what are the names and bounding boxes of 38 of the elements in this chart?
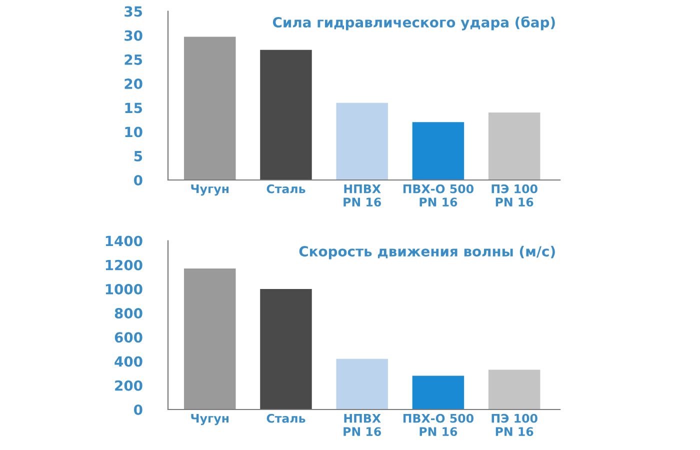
y-tick-label: 15 bbox=[125, 102, 142, 114]
x-tick-label: Сталь bbox=[266, 414, 306, 423]
y-tick-label: 1400 bbox=[106, 236, 142, 246]
x-tick-label: ПВХ-О 500 PN 16 bbox=[403, 414, 474, 436]
y-tick-label: 1000 bbox=[106, 284, 142, 294]
y-tick-label: 600 bbox=[114, 332, 142, 343]
bar bbox=[260, 50, 312, 180]
chart-title: Сила гидравлического удара (бар) bbox=[272, 16, 555, 30]
y-tick-label: 800 bbox=[114, 308, 142, 319]
x-tick-label: ПЭ 100 PN 16 bbox=[492, 184, 538, 207]
x-tick-label: Чугун bbox=[191, 414, 228, 426]
y-tick-label: 200 bbox=[115, 380, 142, 391]
x-tick-label: ПВХ-О 500 PN 16 bbox=[403, 184, 474, 207]
bar bbox=[336, 102, 388, 180]
bar bbox=[184, 36, 236, 180]
y-tick-label: 1200 bbox=[106, 260, 142, 270]
bar bbox=[184, 268, 236, 410]
chart-title: Скорость движения волны (м/с) bbox=[299, 246, 555, 260]
bar bbox=[412, 122, 464, 180]
y-tick-label: 0 bbox=[134, 174, 142, 186]
y-tick-label: 35 bbox=[124, 6, 142, 17]
y-tick-label: 5 bbox=[134, 151, 142, 162]
y-tick-label: 10 bbox=[125, 126, 142, 138]
x-tick-label: НПВХ PN 16 bbox=[344, 414, 381, 436]
bar bbox=[412, 376, 464, 410]
y-tick-label: 30 bbox=[124, 30, 142, 41]
x-tick-label: НПВХ PN 16 bbox=[344, 184, 381, 207]
bar bbox=[260, 288, 312, 410]
x-tick-label: Чугун bbox=[191, 184, 228, 196]
y-tick-label: 25 bbox=[124, 54, 142, 65]
x-tick-label: Сталь bbox=[266, 184, 306, 194]
y-tick-label: 0 bbox=[134, 404, 142, 415]
bar bbox=[336, 358, 388, 410]
y-tick-label: 400 bbox=[114, 356, 142, 367]
bar bbox=[488, 112, 540, 180]
y-tick-label: 20 bbox=[124, 78, 142, 90]
x-tick-label: ПЭ 100 PN 16 bbox=[492, 414, 538, 436]
bar bbox=[488, 370, 540, 410]
